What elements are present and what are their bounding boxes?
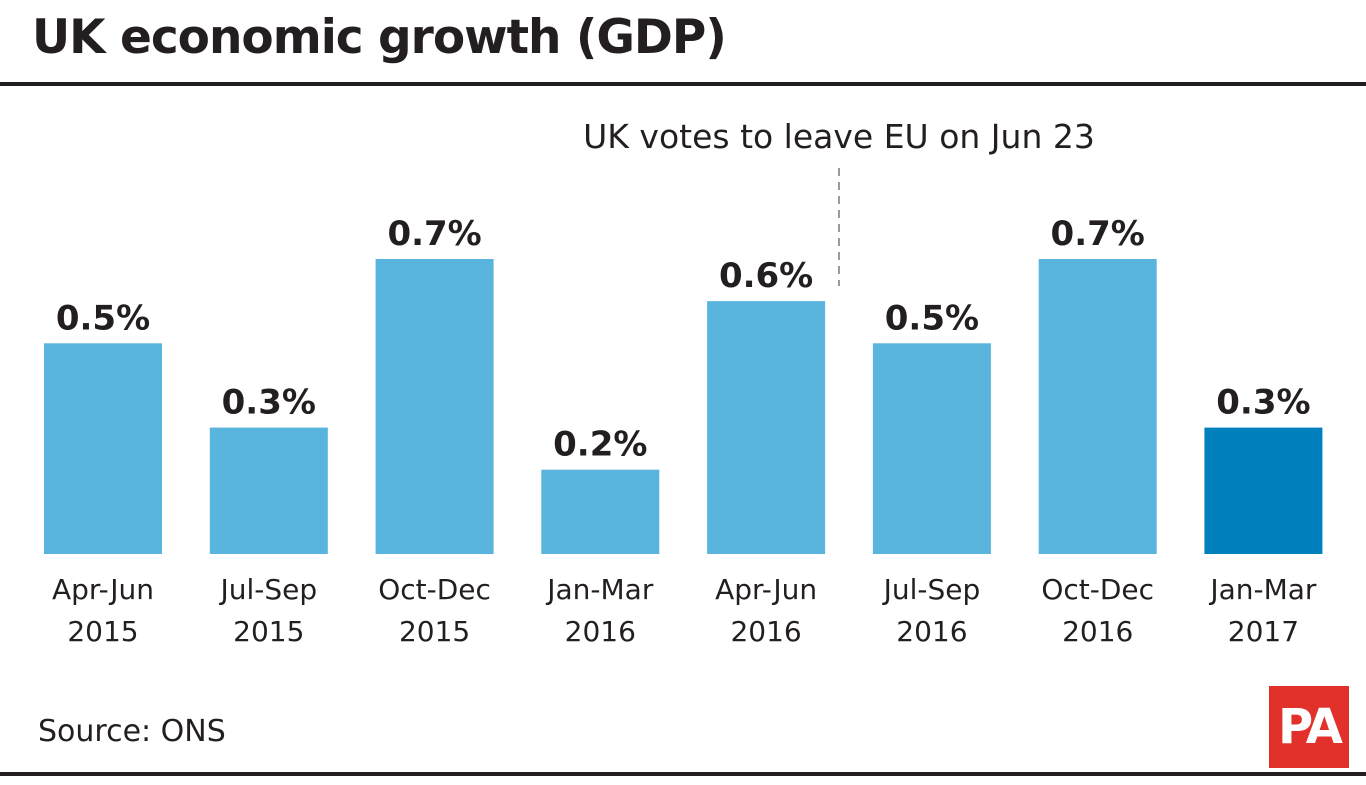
- category-label: 2016: [730, 615, 801, 648]
- category-label: 2017: [1228, 615, 1299, 648]
- category-label: Apr-Jun: [52, 573, 154, 606]
- category-label: Jan-Mar: [1208, 573, 1317, 606]
- value-label: 0.3%: [222, 383, 316, 423]
- category-label: Apr-Jun: [715, 573, 817, 606]
- category-label: 2016: [896, 615, 967, 648]
- value-label: 0.5%: [885, 298, 979, 338]
- bar: [1204, 427, 1323, 554]
- bar: [707, 301, 826, 554]
- top-divider: [0, 82, 1366, 86]
- bar: [872, 343, 991, 554]
- chart-title: UK economic growth (GDP): [32, 10, 727, 65]
- bottom-divider: [0, 772, 1366, 776]
- annotation-text: UK votes to leave EU on Jun 23: [583, 117, 1095, 156]
- value-label: 0.5%: [56, 298, 150, 338]
- category-label: 2015: [67, 615, 138, 648]
- value-label: 0.7%: [1051, 214, 1145, 254]
- category-label: Jul-Sep: [882, 573, 981, 606]
- category-label: 2016: [565, 615, 636, 648]
- bars-layer: 0.5% Apr-Jun 2015 0.3% Jul-Sep 2015 0.7% Oct-De…: [44, 214, 1323, 648]
- bar: [209, 427, 328, 554]
- category-label: Oct-Dec: [378, 573, 491, 606]
- value-label: 0.3%: [1216, 383, 1310, 423]
- category-label: Jul-Sep: [218, 573, 317, 606]
- bar: [375, 259, 494, 554]
- category-label: 2016: [1062, 615, 1133, 648]
- bar: [1038, 259, 1157, 554]
- source-note: Source: ONS: [38, 714, 226, 749]
- value-label: 0.7%: [387, 214, 481, 254]
- category-label: Oct-Dec: [1041, 573, 1154, 606]
- category-label: 2015: [233, 615, 304, 648]
- pa-logo: PA: [1269, 686, 1349, 768]
- annotation-layer: UK votes to leave EU on Jun 23: [583, 117, 1095, 286]
- bar: [44, 343, 162, 554]
- value-label: 0.6%: [719, 256, 813, 296]
- category-label: 2015: [399, 615, 470, 648]
- bar-chart: UK votes to leave EU on Jun 23 0.5% Apr-J…: [44, 117, 1323, 648]
- category-label: Jan-Mar: [545, 573, 654, 606]
- value-label: 0.2%: [553, 425, 647, 465]
- bar: [541, 469, 660, 554]
